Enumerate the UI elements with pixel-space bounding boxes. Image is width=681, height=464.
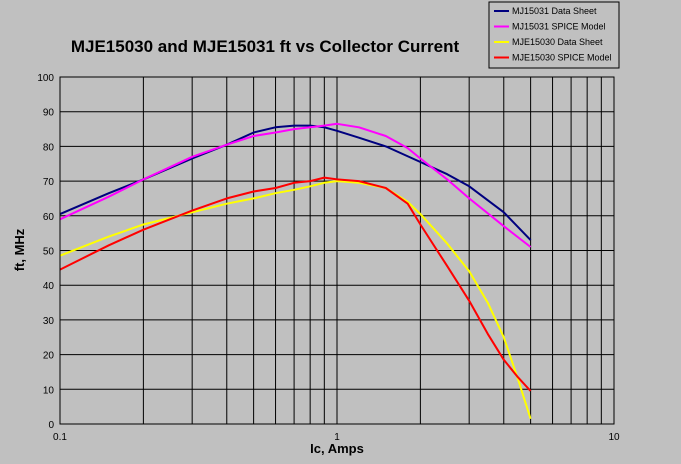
legend-label: MJ15031 Data Sheet [512,6,597,16]
y-tick-label: 0 [48,420,54,431]
legend-box [488,1,620,69]
legend-label: MJ15031 SPICE Model [512,22,606,32]
series-line-mje15030-spice-model [59,176,532,392]
x-tick-label: 0.1 [53,432,67,443]
y-tick-label: 20 [43,351,55,362]
y-tick-label: 40 [43,281,55,292]
series-lines [59,122,532,420]
legend-label: MJE15030 SPICE Model [512,53,612,63]
y-tick-label: 80 [43,142,55,153]
y-axis-title: ft, MHz [12,228,27,271]
series-line-mj15031-spice-model [59,122,532,248]
chart-title: MJE15030 and MJE15031 ft vs Collector Cu… [71,37,460,56]
y-tick-label: 100 [37,73,54,84]
plot-frame [59,76,615,425]
x-axis-title: Ic, Amps [310,441,364,456]
legend-label: MJE15030 Data Sheet [512,37,603,47]
y-tick-label: 60 [43,212,55,223]
y-tick-label: 50 [43,247,55,258]
x-tick-label: 10 [608,432,620,443]
y-tick-label: 30 [43,316,55,327]
tick-labels: 0 10 20 30 40 50 60 70 80 90 100 0.1 1 10 [37,73,620,443]
gridlines [59,76,615,425]
y-tick-label: 70 [43,177,55,188]
x-tick-label: 1 [334,432,340,443]
y-tick-label: 90 [43,108,55,119]
series-line-mje15030-data-sheet [59,180,532,420]
legend: MJ15031 Data Sheet MJ15031 SPICE Model MJE… [488,1,620,69]
y-tick-label: 10 [43,385,55,396]
